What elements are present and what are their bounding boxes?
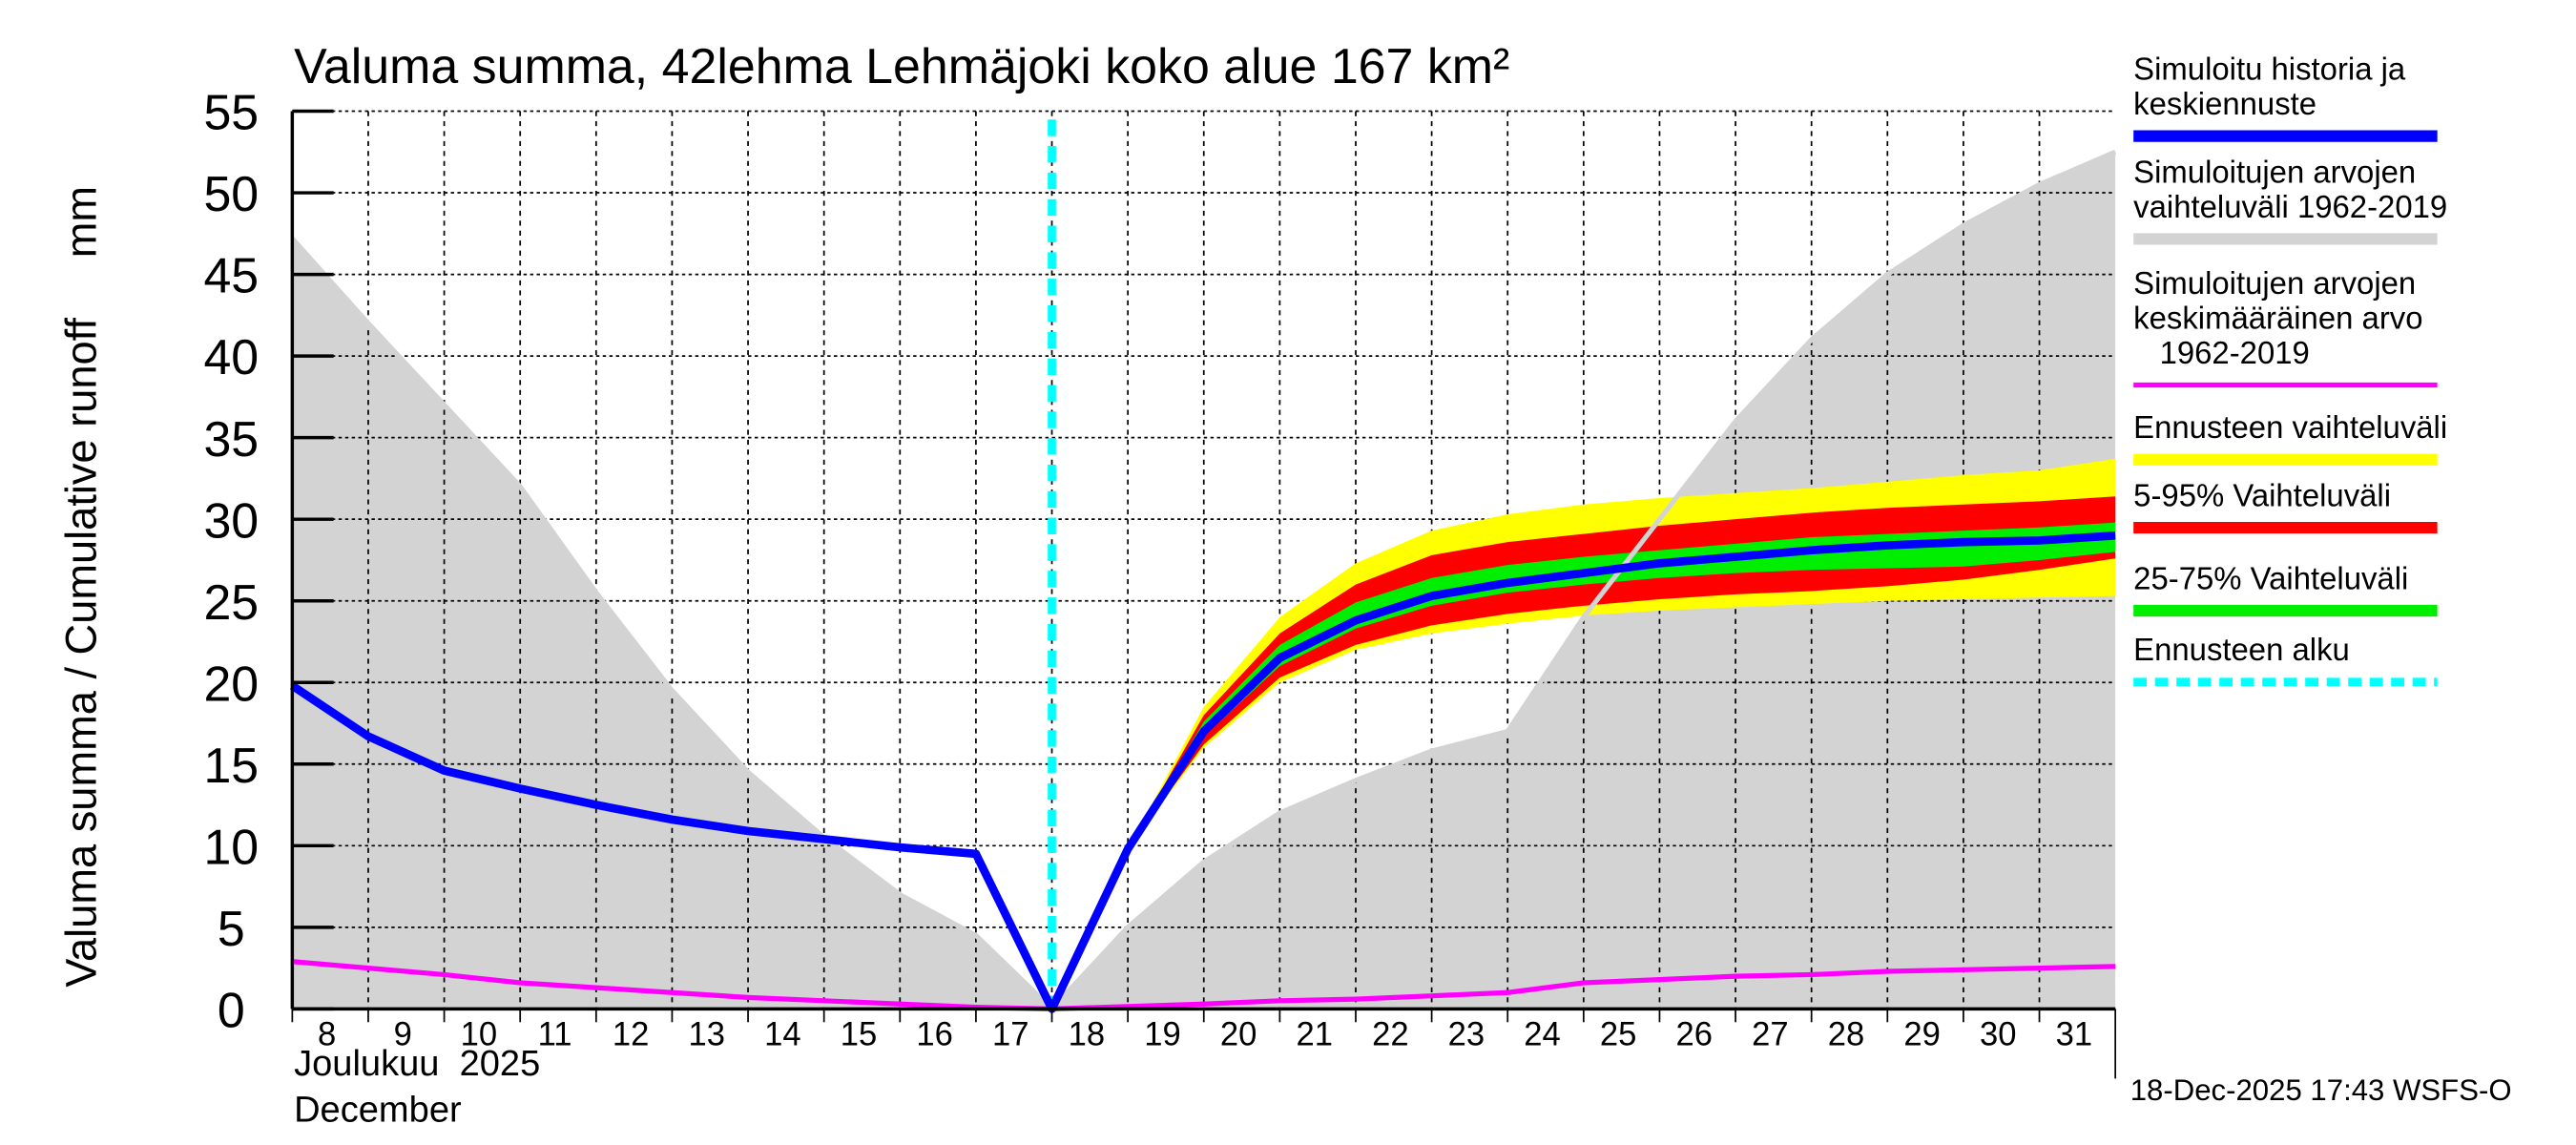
footer-timestamp: 18-Dec-2025 17:43 WSFS-O	[2130, 1073, 2512, 1107]
x-tick-label: 22	[1372, 1017, 1409, 1053]
x-tick-label: 16	[916, 1017, 953, 1053]
y-tick-label: 50	[203, 167, 259, 222]
x-axis-label-en: December	[294, 1090, 462, 1131]
y-tick-label: 35	[203, 412, 259, 468]
x-tick-label: 30	[1980, 1017, 2017, 1053]
x-tick-label: 27	[1752, 1017, 1789, 1053]
y-tick-label: 0	[218, 983, 245, 1038]
x-tick-label: 9	[394, 1017, 412, 1053]
x-tick-label: 28	[1828, 1017, 1865, 1053]
y-tick-label: 45	[203, 249, 259, 304]
x-tick-label: 11	[538, 1017, 572, 1053]
forecast-5-95-band	[1128, 496, 2116, 849]
legend-item: 5-95% Vaihteluväli	[2133, 477, 2438, 534]
x-tick-label: 17	[992, 1017, 1029, 1053]
legend-label: Simuloitujen arvojen	[2133, 265, 2416, 301]
x-tick-label: 26	[1676, 1017, 1714, 1053]
x-tick-label: 13	[689, 1017, 726, 1053]
legend-label: Ennusteen vaihteluväli	[2133, 409, 2447, 445]
y-tick-label: 25	[203, 575, 259, 631]
legend-item: Ennusteen vaihteluväli	[2133, 409, 2447, 466]
y-tick-label: 10	[203, 820, 259, 875]
x-tick-label: 15	[841, 1017, 878, 1053]
legend-label: Simuloitu historia ja	[2133, 51, 2406, 86]
x-tick-label: 20	[1220, 1017, 1257, 1053]
y-tick-label: 20	[203, 656, 259, 712]
x-tick-label: 18	[1069, 1017, 1106, 1053]
legend-label: 25-75% Vaihteluväli	[2133, 560, 2408, 595]
y-tick-label: 30	[203, 493, 259, 549]
x-tick-label: 10	[461, 1017, 498, 1053]
x-tick-label: 14	[764, 1017, 801, 1053]
legend-label: 5-95% Vaihteluväli	[2133, 477, 2391, 512]
historical-mean-line	[292, 959, 2116, 1011]
historical-range-upper-edge	[290, 149, 2117, 1011]
x-tick-label: 19	[1144, 1017, 1181, 1053]
legend-label: vaihteluväli 1962-2019	[2133, 189, 2447, 224]
x-tick-label: 24	[1524, 1017, 1561, 1053]
x-axis-label-fi: Joulukuu 2025	[294, 1043, 540, 1084]
x-tick-label: 23	[1448, 1017, 1485, 1053]
x-tick-label: 21	[1296, 1017, 1333, 1053]
y-tick-label: 5	[218, 902, 245, 957]
x-tick-label: 31	[2056, 1017, 2093, 1053]
historical-range-area	[292, 152, 2116, 1010]
legend-item: Ennusteen alku	[2133, 632, 2438, 687]
forecast-25-75-band	[1128, 522, 2116, 849]
chart-title: Valuma summa, 42lehma Lehmäjoki koko alu…	[294, 39, 1509, 94]
x-tick-label: 25	[1600, 1017, 1637, 1053]
y-tick-label: 15	[203, 739, 259, 794]
legend-label: Ennusteen alku	[2133, 632, 2350, 667]
legend-item: 25-75% Vaihteluväli	[2133, 560, 2438, 617]
x-tick-label: 29	[1903, 1017, 1941, 1053]
legend-label: keskimääräinen arvo	[2133, 300, 2422, 335]
x-tick-label: 12	[613, 1017, 650, 1053]
legend-label: Simuloitujen arvojen	[2133, 154, 2416, 189]
y-tick-label: 40	[203, 330, 259, 385]
y-tick-label: 55	[203, 86, 259, 141]
legend-label: keskiennuste	[2133, 86, 2316, 121]
legend: Simuloitu historia jakeskiennusteSimuloi…	[2133, 51, 2447, 687]
simulated-history-line	[289, 531, 2116, 1013]
legend-label: 1962-2019	[2133, 335, 2310, 370]
x-tick-label: 8	[318, 1017, 336, 1053]
y-axis-label: Valuma summa / Cumulative runoff mm	[56, 186, 105, 988]
